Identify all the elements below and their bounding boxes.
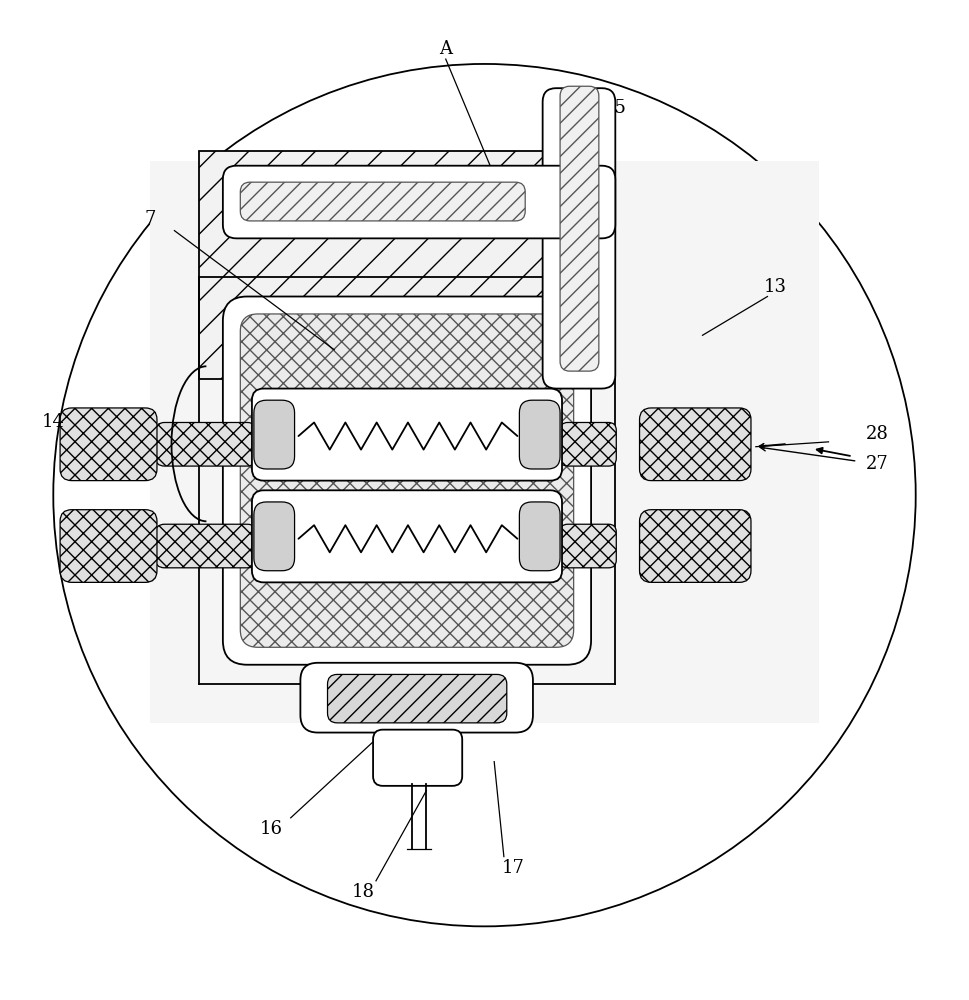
Text: 27: 27 [865, 455, 889, 473]
FancyBboxPatch shape [60, 408, 157, 481]
FancyBboxPatch shape [254, 400, 295, 469]
FancyBboxPatch shape [252, 389, 562, 481]
FancyBboxPatch shape [223, 297, 591, 665]
FancyBboxPatch shape [328, 674, 507, 723]
FancyBboxPatch shape [519, 502, 560, 571]
FancyBboxPatch shape [560, 422, 616, 466]
Text: 28: 28 [865, 425, 889, 443]
FancyBboxPatch shape [199, 151, 615, 379]
FancyBboxPatch shape [300, 663, 533, 733]
FancyBboxPatch shape [560, 86, 599, 371]
FancyBboxPatch shape [519, 400, 560, 469]
FancyBboxPatch shape [254, 502, 295, 571]
Text: 14: 14 [42, 413, 65, 431]
Text: 16: 16 [260, 820, 283, 838]
FancyBboxPatch shape [60, 510, 157, 582]
FancyBboxPatch shape [155, 422, 257, 466]
FancyBboxPatch shape [640, 408, 751, 481]
FancyBboxPatch shape [155, 524, 257, 568]
FancyBboxPatch shape [640, 510, 751, 582]
FancyBboxPatch shape [373, 730, 462, 786]
FancyBboxPatch shape [240, 182, 525, 221]
FancyBboxPatch shape [223, 166, 615, 238]
Text: 13: 13 [764, 278, 787, 296]
FancyBboxPatch shape [252, 490, 562, 582]
Text: 18: 18 [352, 883, 375, 901]
Text: 17: 17 [502, 859, 525, 877]
FancyBboxPatch shape [560, 524, 616, 568]
Text: 7: 7 [144, 210, 156, 228]
Text: A: A [439, 40, 453, 58]
FancyBboxPatch shape [543, 88, 615, 389]
FancyBboxPatch shape [150, 161, 819, 723]
Text: 15: 15 [604, 99, 627, 117]
FancyBboxPatch shape [240, 314, 574, 647]
